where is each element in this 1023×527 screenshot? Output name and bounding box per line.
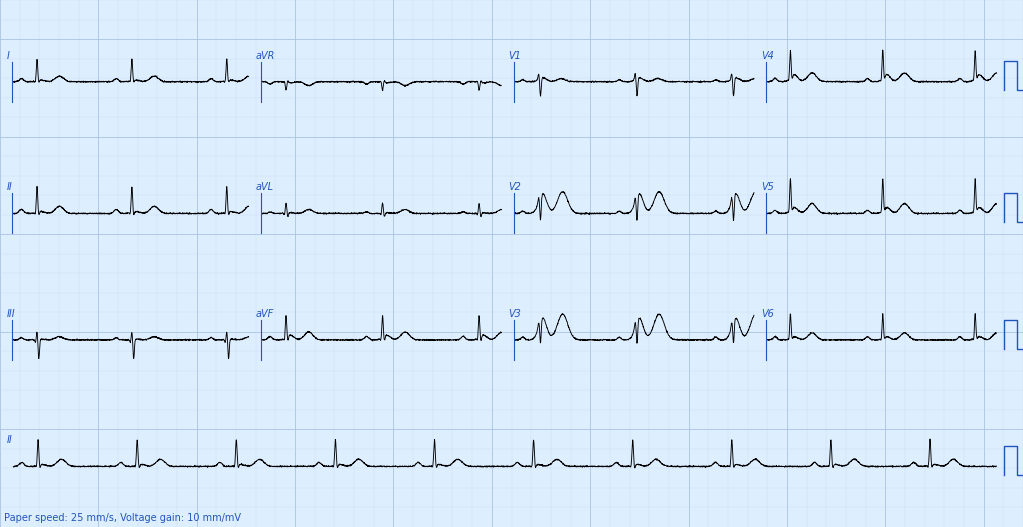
Text: I: I (7, 51, 10, 61)
Text: V4: V4 (761, 51, 774, 61)
Text: Paper speed: 25 mm/s, Voltage gain: 10 mm/mV: Paper speed: 25 mm/s, Voltage gain: 10 m… (4, 513, 241, 523)
Text: V5: V5 (761, 182, 774, 192)
Text: V2: V2 (508, 182, 522, 192)
Text: III: III (7, 309, 15, 319)
Text: aVL: aVL (256, 182, 274, 192)
Text: aVR: aVR (256, 51, 275, 61)
Text: II: II (7, 435, 13, 445)
Text: V6: V6 (761, 309, 774, 319)
Text: V3: V3 (508, 309, 522, 319)
Text: aVF: aVF (256, 309, 274, 319)
Text: II: II (7, 182, 13, 192)
Text: V1: V1 (508, 51, 522, 61)
